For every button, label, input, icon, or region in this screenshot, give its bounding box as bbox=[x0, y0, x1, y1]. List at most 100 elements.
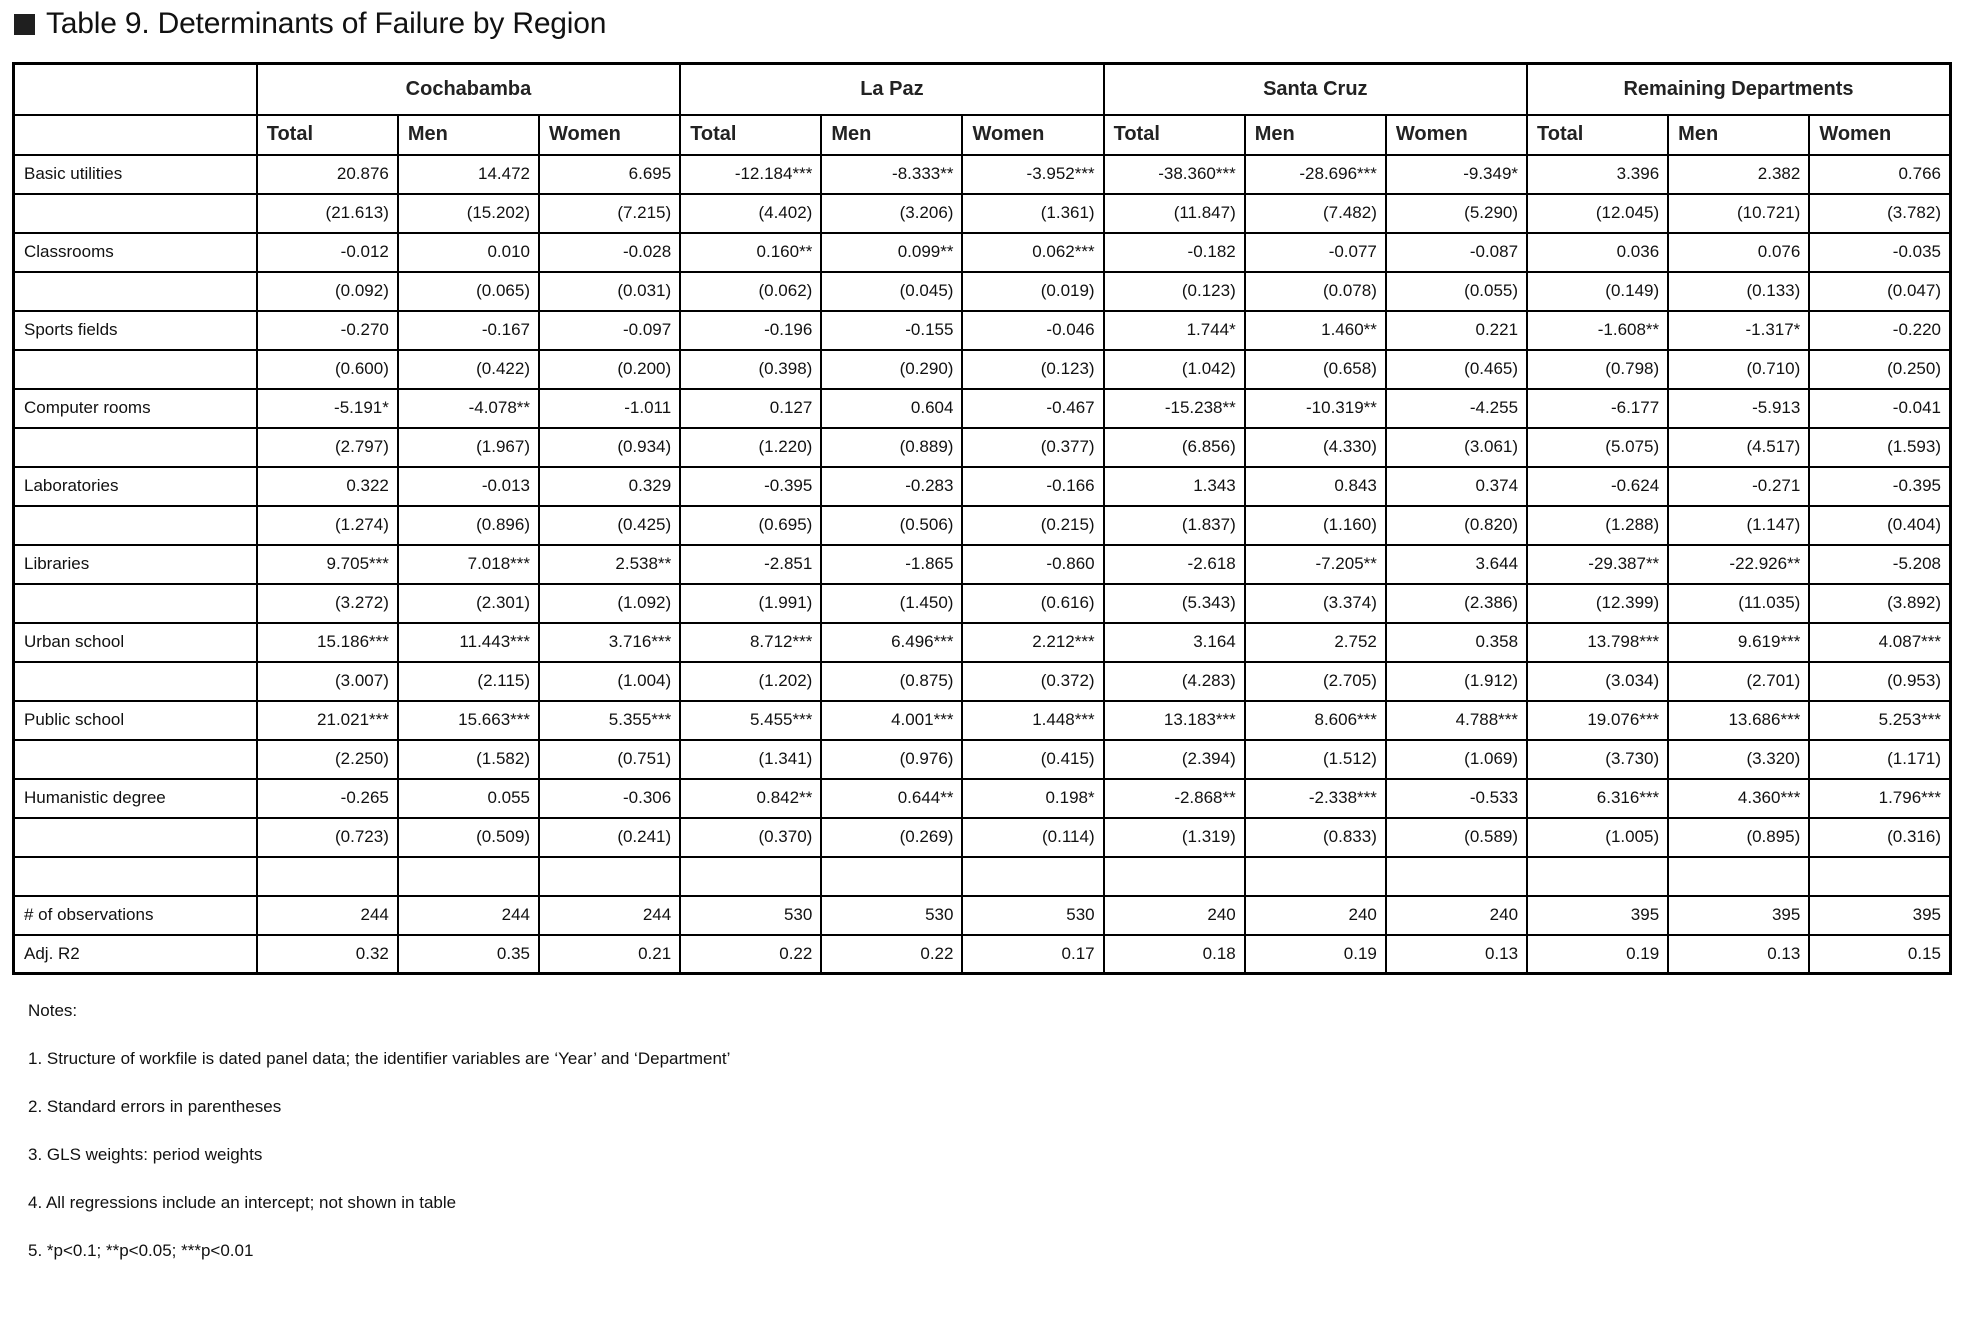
value-cell: 0.329 bbox=[538, 465, 682, 507]
value-cell: -2.338*** bbox=[1243, 777, 1387, 819]
value-cell: (3.034) bbox=[1526, 660, 1670, 702]
coef-row-urban-school: Urban school 15.186*** 11.443*** 3.716*** 8.… bbox=[12, 621, 1952, 663]
row-label bbox=[12, 270, 258, 312]
stderr-row: (0.600) (0.422) (0.200) (0.398) (0.290) (0.12… bbox=[12, 348, 1952, 390]
value-cell: 244 bbox=[538, 894, 682, 936]
note-item-5: 5. *p<0.1; **p<0.05; ***p<0.01 bbox=[28, 1241, 254, 1260]
value-cell: (3.892) bbox=[1808, 582, 1952, 624]
value-cell: (0.123) bbox=[1102, 270, 1246, 312]
stderr-row: (2.250) (1.582) (0.751) (1.341) (0.976) (0.41… bbox=[12, 738, 1952, 780]
column-header-row: Total Men Women Total Men Women Total Men Women T… bbox=[12, 113, 1952, 156]
value-cell bbox=[396, 855, 541, 897]
value-cell: (5.343) bbox=[1102, 582, 1246, 624]
coef-row-laboratories: Laboratories 0.322 -0.013 0.329 -0.395 -0.283… bbox=[12, 465, 1952, 507]
value-cell: -1.317* bbox=[1667, 309, 1811, 351]
value-cell: 1.744* bbox=[1102, 309, 1246, 351]
value-cell: 0.22 bbox=[679, 933, 823, 975]
value-cell: 0.15 bbox=[1808, 933, 1952, 975]
value-cell: (0.200) bbox=[538, 348, 682, 390]
value-cell: (11.847) bbox=[1102, 192, 1246, 234]
value-cell: (1.319) bbox=[1102, 816, 1246, 858]
value-cell: 3.396 bbox=[1526, 153, 1670, 195]
value-cell: 0.32 bbox=[255, 933, 399, 975]
value-cell: (0.695) bbox=[679, 504, 823, 546]
value-cell: (0.425) bbox=[538, 504, 682, 546]
value-cell: (0.723) bbox=[255, 816, 399, 858]
col-header-remaining-departments-total: Total bbox=[1526, 113, 1670, 156]
spacer-row bbox=[12, 855, 1952, 897]
value-cell bbox=[1102, 855, 1246, 897]
value-cell: -5.208 bbox=[1808, 543, 1952, 585]
value-cell: (1.341) bbox=[679, 738, 823, 780]
value-cell: (0.215) bbox=[961, 504, 1105, 546]
value-cell: (21.613) bbox=[255, 192, 399, 234]
value-cell: -0.196 bbox=[679, 309, 823, 351]
value-cell: (1.582) bbox=[396, 738, 541, 780]
value-cell: 15.186*** bbox=[255, 621, 399, 663]
stderr-row: (0.092) (0.065) (0.031) (0.062) (0.045) (0.01… bbox=[12, 270, 1952, 312]
value-cell: 0.604 bbox=[820, 387, 964, 429]
corner-cell bbox=[12, 62, 258, 116]
value-cell: 3.716*** bbox=[538, 621, 682, 663]
value-cell: (0.370) bbox=[679, 816, 823, 858]
value-cell: 9.705*** bbox=[255, 543, 399, 585]
page-title-text: Table 9. Determinants of Failure by Regi… bbox=[46, 7, 607, 40]
value-cell: (5.290) bbox=[1384, 192, 1529, 234]
value-cell: 6.316*** bbox=[1526, 777, 1670, 819]
value-cell: 395 bbox=[1667, 894, 1811, 936]
value-cell: 2.212*** bbox=[961, 621, 1105, 663]
value-cell: (3.206) bbox=[820, 192, 964, 234]
value-cell: -0.533 bbox=[1384, 777, 1529, 819]
value-cell: -0.013 bbox=[396, 465, 541, 507]
value-cell: (0.833) bbox=[1243, 816, 1387, 858]
value-cell: (1.288) bbox=[1526, 504, 1670, 546]
value-cell: 8.606*** bbox=[1243, 699, 1387, 741]
value-cell: -0.265 bbox=[255, 777, 399, 819]
note-item-2: 2. Standard errors in parentheses bbox=[28, 1097, 282, 1116]
value-cell: -12.184*** bbox=[679, 153, 823, 195]
value-cell: 9.619*** bbox=[1667, 621, 1811, 663]
value-cell: 530 bbox=[961, 894, 1105, 936]
value-cell: (0.710) bbox=[1667, 348, 1811, 390]
value-cell: (0.976) bbox=[820, 738, 964, 780]
value-cell: (0.422) bbox=[396, 348, 541, 390]
value-cell: 5.455*** bbox=[679, 699, 823, 741]
value-cell: 0.19 bbox=[1243, 933, 1387, 975]
value-cell: (0.934) bbox=[538, 426, 682, 468]
value-cell: -9.349* bbox=[1384, 153, 1529, 195]
value-cell: 0.055 bbox=[396, 777, 541, 819]
determinants-of-failure-table: Cochabamba La Paz Santa Cruz Remaining Depa… bbox=[12, 62, 1952, 975]
value-cell: 15.663*** bbox=[396, 699, 541, 741]
value-cell: (12.399) bbox=[1526, 582, 1670, 624]
value-cell: (11.035) bbox=[1667, 582, 1811, 624]
value-cell: 0.322 bbox=[255, 465, 399, 507]
value-cell: (0.820) bbox=[1384, 504, 1529, 546]
col-header-cochabamba-total: Total bbox=[255, 113, 399, 156]
value-cell: -6.177 bbox=[1526, 387, 1670, 429]
value-cell: (0.506) bbox=[820, 504, 964, 546]
value-cell: 21.021*** bbox=[255, 699, 399, 741]
value-cell: (0.065) bbox=[396, 270, 541, 312]
value-cell: -0.283 bbox=[820, 465, 964, 507]
row-label bbox=[12, 738, 258, 780]
value-cell: 395 bbox=[1526, 894, 1670, 936]
value-cell: (2.394) bbox=[1102, 738, 1246, 780]
col-header-santa-cruz-women: Women bbox=[1384, 113, 1529, 156]
row-label: Classrooms bbox=[12, 231, 258, 273]
value-cell: 0.35 bbox=[396, 933, 541, 975]
value-cell: 0.374 bbox=[1384, 465, 1529, 507]
value-cell: (0.589) bbox=[1384, 816, 1529, 858]
value-cell: -4.255 bbox=[1384, 387, 1529, 429]
value-cell: (1.004) bbox=[538, 660, 682, 702]
row-label: Sports fields bbox=[12, 309, 258, 351]
value-cell: (3.061) bbox=[1384, 426, 1529, 468]
value-cell: (1.220) bbox=[679, 426, 823, 468]
value-cell: (0.372) bbox=[961, 660, 1105, 702]
value-cell: (1.967) bbox=[396, 426, 541, 468]
value-cell: -0.166 bbox=[961, 465, 1105, 507]
value-cell: -8.333** bbox=[820, 153, 964, 195]
row-label bbox=[12, 192, 258, 234]
value-cell: 7.018*** bbox=[396, 543, 541, 585]
value-cell: -5.191* bbox=[255, 387, 399, 429]
row-label bbox=[12, 348, 258, 390]
